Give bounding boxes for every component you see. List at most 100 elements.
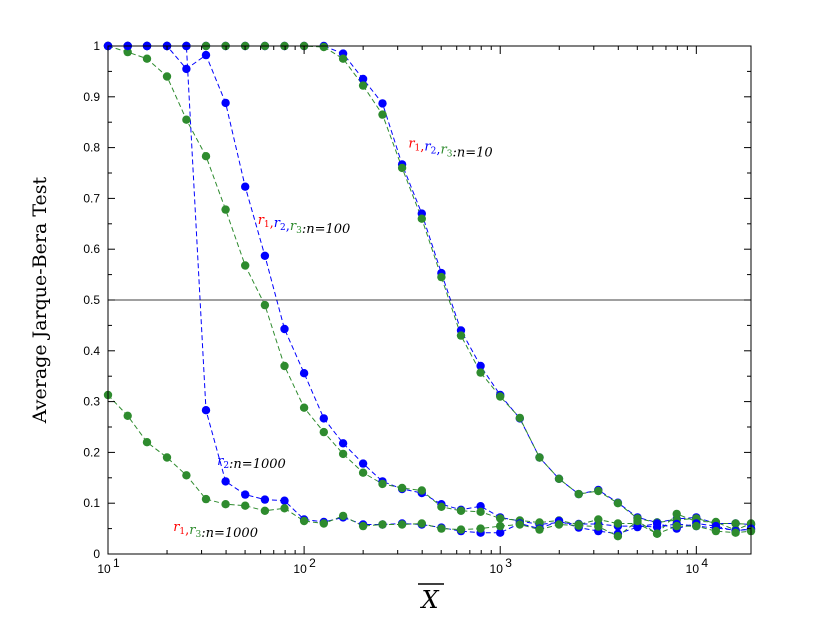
series-points-blue-n1000 [103, 41, 756, 538]
data-point [378, 110, 387, 119]
data-point [123, 411, 132, 420]
annotation-separator: , [270, 216, 274, 231]
data-point [476, 507, 485, 516]
annotation-subscript: 3 [296, 226, 302, 236]
data-point [397, 163, 407, 173]
y-tick-label: 0.3 [83, 395, 100, 409]
data-point [515, 520, 524, 529]
data-point [221, 477, 230, 486]
y-tick-label: 0.5 [83, 293, 100, 307]
annotation-subscript: 1 [264, 220, 270, 230]
data-point [535, 518, 544, 527]
data-point [123, 47, 132, 57]
series-line-green-n10 [108, 45, 752, 525]
data-point [476, 368, 485, 377]
y-tick-label: 0.2 [83, 445, 100, 459]
data-point [338, 511, 348, 521]
data-point [299, 369, 309, 378]
series-green-n1000 [107, 394, 752, 537]
data-point [201, 406, 211, 415]
y-tick-label: 0 [93, 547, 100, 561]
series-points-green-n10 [103, 41, 756, 529]
data-point [182, 115, 191, 124]
annotation-subscript: 3 [447, 150, 453, 160]
data-point [437, 524, 446, 533]
data-point [221, 205, 230, 214]
data-point [613, 519, 623, 528]
data-point [476, 361, 485, 371]
data-point [142, 54, 152, 63]
data-point [652, 529, 662, 538]
data-point [417, 486, 426, 495]
y-tick-label: 1 [93, 39, 100, 53]
series-blue-n10 [108, 45, 752, 525]
annotation-text: :n=1000 [229, 457, 286, 472]
data-point [162, 72, 172, 81]
annotation-symbol: r [258, 213, 265, 228]
x-tick-label-exponent: 2 [309, 556, 316, 570]
data-point [456, 506, 466, 515]
data-point [711, 526, 721, 536]
x-tick-label-exponent: 4 [701, 556, 708, 570]
data-point [456, 525, 466, 534]
data-point [652, 519, 662, 528]
data-point [260, 506, 270, 515]
annotation-text: :n=1000 [201, 526, 258, 541]
data-point [162, 453, 172, 462]
data-point [260, 495, 270, 504]
series-green-n100 [107, 45, 752, 535]
annotation-text: :n=10 [452, 146, 492, 161]
data-point [692, 521, 701, 531]
data-point [280, 496, 289, 505]
data-point [574, 489, 583, 499]
data-point [554, 520, 564, 529]
data-point [182, 64, 191, 74]
data-point [319, 519, 328, 528]
annotation-text: :n=100 [302, 222, 350, 237]
series-points-green-n100 [103, 41, 756, 538]
annotation-subscript: 1 [415, 144, 421, 154]
data-point [182, 471, 191, 480]
data-point [731, 528, 740, 537]
data-point [417, 519, 426, 528]
annotation-symbol: r [424, 140, 431, 155]
series-green-n10 [108, 45, 752, 525]
series-line-blue-n10 [108, 45, 752, 525]
data-point [397, 483, 407, 493]
x-axis-title-group: X [418, 583, 444, 614]
data-point [338, 54, 348, 63]
annotation-symbol: r [441, 143, 448, 158]
y-tick-label: 0.1 [83, 496, 100, 510]
annotation-subscript: 2 [280, 223, 286, 233]
annotation-separator: , [420, 140, 424, 155]
data-point [280, 504, 289, 513]
series-blue-n1000 [108, 45, 752, 535]
series-line-blue-n1000 [108, 45, 752, 535]
data-point [535, 453, 544, 462]
annotation-symbol: r [189, 523, 196, 538]
data-point [535, 525, 544, 534]
annotation-separator: , [185, 523, 189, 538]
data-point [299, 403, 309, 412]
x-tick-label: 10 [97, 562, 111, 576]
data-point [554, 474, 564, 483]
series-blue-n100 [108, 45, 752, 531]
y-tick-label: 0.9 [83, 90, 100, 104]
data-point [358, 521, 368, 531]
data-point [358, 81, 368, 90]
data-point [496, 514, 505, 523]
data-point [280, 324, 289, 334]
data-point [594, 486, 603, 496]
data-point [397, 520, 407, 529]
data-point [378, 520, 387, 529]
data-point [456, 331, 466, 340]
series-line-green-n1000 [107, 394, 752, 537]
data-point [241, 501, 250, 510]
x-axis-title: X [419, 586, 439, 614]
data-point [201, 494, 211, 504]
series-points-green-n1000 [103, 390, 756, 541]
data-point [437, 502, 446, 511]
data-point [241, 182, 250, 191]
data-point [496, 392, 505, 401]
